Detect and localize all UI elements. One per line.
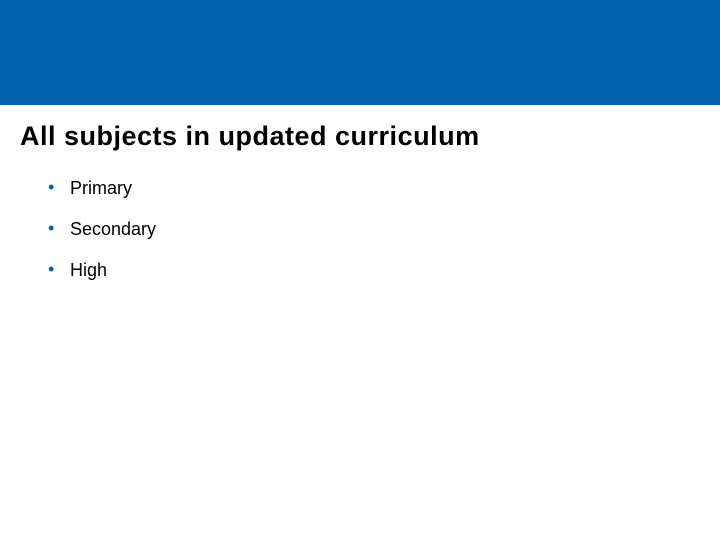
list-item: High: [48, 260, 700, 281]
header-band: [0, 0, 720, 105]
list-item: Secondary: [48, 219, 700, 240]
content-area: All subjects in updated curriculum Prima…: [0, 105, 720, 317]
list-item: Primary: [48, 178, 700, 199]
bullet-list: Primary Secondary High: [20, 178, 700, 281]
slide-title: All subjects in updated curriculum: [20, 121, 700, 152]
